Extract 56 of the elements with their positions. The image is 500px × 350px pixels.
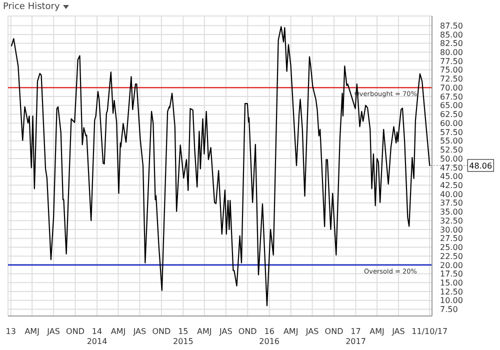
- x-tick-label: 15 2015: [172, 327, 194, 346]
- x-tick-label: OND: [238, 327, 257, 336]
- x-tick-label: AMJ: [370, 327, 384, 336]
- x-tick-label: AMJ: [197, 327, 212, 336]
- y-tick-label: 77.50: [440, 56, 463, 66]
- y-tick-label: 82.50: [440, 39, 463, 48]
- y-tick-label: 47.50: [440, 163, 463, 172]
- y-tick-label: 70.00: [440, 83, 463, 92]
- x-tick-label: 14 2014: [86, 327, 108, 346]
- y-tick-label: 27.50: [440, 234, 463, 244]
- y-tick-label: 72.50: [440, 74, 463, 84]
- x-tick-label: JAS: [391, 327, 405, 336]
- x-tick-label: AMJ: [24, 327, 40, 336]
- x-tick-label: 17 2017: [346, 327, 366, 346]
- y-tick-label: 17.50: [440, 270, 463, 279]
- y-tick-label: 60.00: [440, 118, 463, 128]
- x-tick-label: JAS: [218, 327, 232, 336]
- y-tick-label: 50.00: [440, 154, 463, 164]
- y-tick-label: 52.50: [440, 146, 463, 155]
- y-tick-label: 80.00: [440, 48, 463, 58]
- y-tick-label: 45.00: [440, 172, 463, 182]
- chart-title: Price History: [3, 1, 60, 14]
- x-tick-label: AMJ: [283, 327, 298, 336]
- annotation: 48.06: [469, 161, 492, 170]
- y-tick-label: 57.50: [440, 128, 463, 137]
- y-tick-label: 25.00: [440, 243, 463, 252]
- y-tick-label: 7.50: [440, 305, 458, 314]
- line-series: [10, 26, 430, 306]
- y-tick-label: 65.00: [440, 101, 463, 110]
- y-tick-label: 42.50: [440, 180, 463, 190]
- y-tick-label: 37.50: [440, 198, 463, 208]
- y-tick-label: 67.50: [440, 92, 463, 102]
- y-tick-label: 32.50: [440, 216, 463, 226]
- y-tick-label: 22.50: [440, 252, 463, 261]
- y-tick-label: 62.50: [440, 110, 463, 120]
- x-tick-label: 11/10/17: [412, 327, 448, 336]
- y-tick-label: 20.00: [440, 260, 463, 270]
- x-tick-label: JAS: [304, 327, 319, 336]
- x-tick-label: JAS: [132, 327, 146, 336]
- x-tick-label: OND: [324, 327, 344, 336]
- x-tick-label: AMJ: [110, 327, 126, 336]
- y-tick-label: 40.00: [440, 190, 463, 199]
- x-tick-label: OND: [152, 327, 171, 336]
- x-tick-label: 13: [6, 327, 16, 336]
- y-tick-label: 55.00: [440, 136, 463, 146]
- y-tick-label: 30.00: [440, 225, 463, 234]
- y-tick-label: 87.50: [440, 21, 463, 30]
- y-tick-label: 75.00: [440, 66, 463, 75]
- x-tick-label: OND: [66, 327, 85, 336]
- y-tick-label: 35.00: [440, 208, 463, 217]
- x-tick-label: JAS: [46, 327, 60, 336]
- y-tick-label: 15.00: [440, 278, 463, 288]
- y-tick-label: 12.50: [440, 287, 463, 296]
- x-tick-label: 16 2016: [259, 327, 280, 346]
- y-tick-label: 10.00: [440, 296, 463, 306]
- y-tick-label: 85.00: [440, 30, 463, 40]
